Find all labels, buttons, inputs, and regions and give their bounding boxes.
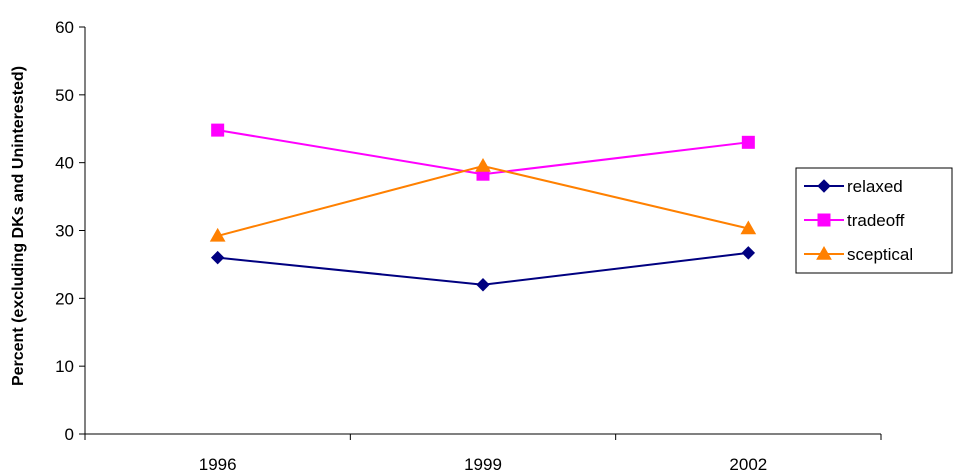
y-axis-title: Percent (excluding DKs and Uninterested) — [10, 66, 27, 386]
legend-marker — [817, 179, 831, 193]
x-tick-label: 2002 — [729, 455, 767, 474]
legend-label: sceptical — [847, 245, 913, 264]
data-point-relaxed — [741, 246, 756, 260]
data-point-tradeoff — [211, 123, 225, 137]
y-tick-label: 0 — [65, 425, 74, 444]
y-tick-label: 60 — [55, 18, 74, 37]
series-relaxed — [210, 246, 756, 292]
data-point-tradeoff — [741, 135, 755, 149]
legend-item-relaxed: relaxed — [804, 177, 903, 196]
x-tick-label: 1999 — [464, 455, 502, 474]
legend-marker — [817, 213, 831, 227]
x-tick-label: 1996 — [199, 455, 237, 474]
legend-label: relaxed — [847, 177, 903, 196]
data-point-sceptical — [740, 220, 757, 235]
axes: 0 10 20 30 40 50 60 1996 1999 2002 — [55, 18, 882, 474]
legend: relaxed tradeoff sceptical — [795, 167, 953, 274]
y-tick-label: 20 — [55, 289, 74, 308]
data-point-sceptical — [209, 227, 226, 242]
y-tick-label: 40 — [55, 154, 74, 173]
y-tick-label: 10 — [55, 357, 74, 376]
y-tick-label: 50 — [55, 86, 74, 105]
series-sceptical — [209, 158, 757, 242]
data-point-relaxed — [476, 278, 490, 292]
series-layer — [209, 123, 757, 292]
y-tick-label: 30 — [55, 222, 74, 241]
data-point-sceptical — [475, 158, 491, 172]
legend-label: tradeoff — [847, 211, 905, 230]
legend-item-sceptical: sceptical — [804, 245, 913, 264]
legend-item-tradeoff: tradeoff — [804, 211, 905, 230]
legend-marker — [816, 245, 832, 260]
data-point-relaxed — [210, 250, 225, 265]
series-tradeoff — [211, 123, 755, 181]
